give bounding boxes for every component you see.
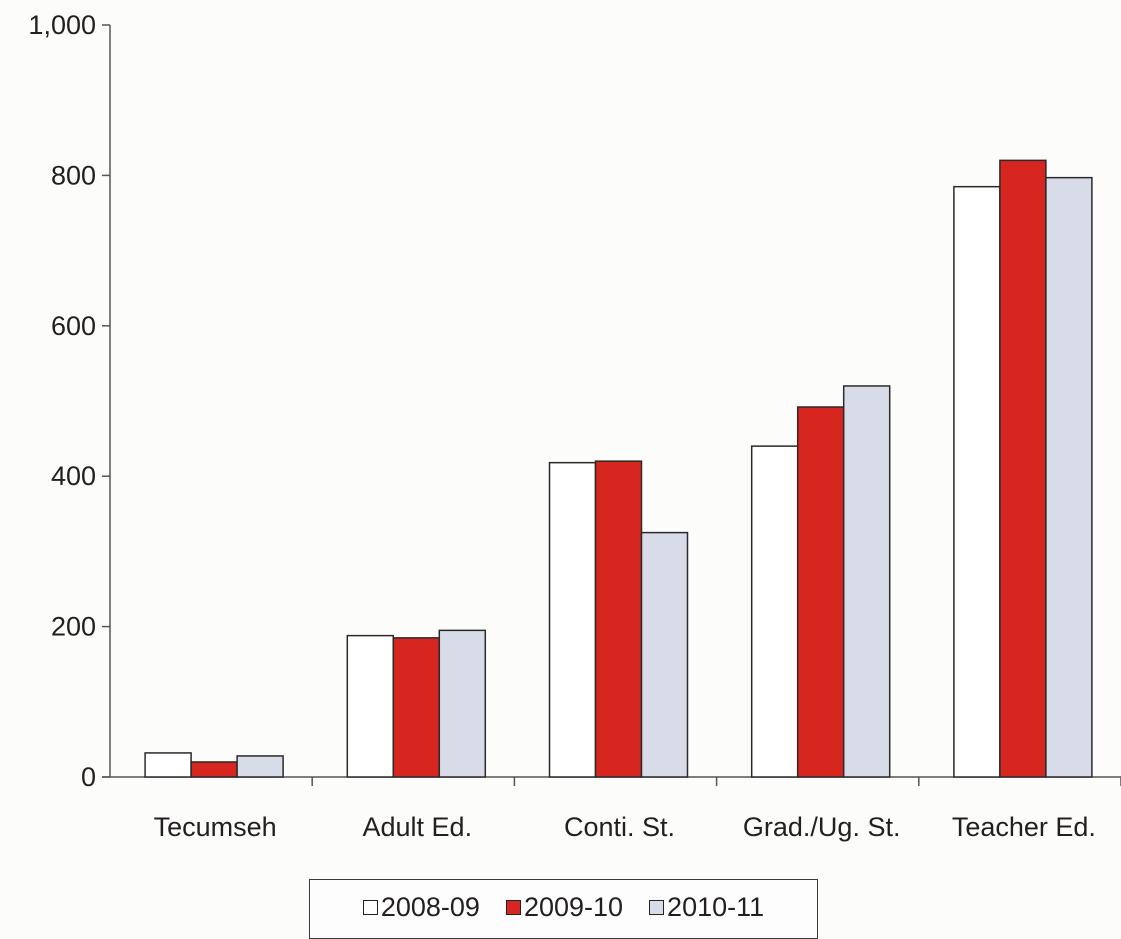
bar-2009-10-conti-st-: [594, 460, 643, 778]
legend-item-series-1: 2009-10: [505, 891, 624, 923]
bar-2009-10-tecumseh: [190, 761, 238, 778]
legend-item-series-0: 2008-09: [362, 891, 480, 923]
bar-2008-09-adult-ed-: [346, 634, 395, 778]
bar-2010-11-tecumseh: [236, 755, 284, 778]
axis-labels: 0 200 400 600 800 1,000 Tecumseh Adult Ed. Conti…: [28, 10, 1096, 842]
y-tick-label-1: 200: [51, 612, 96, 642]
bar-2010-11-adult-ed-: [438, 629, 487, 778]
bar-2008-09-conti-st-: [548, 461, 597, 778]
x-category-label-4: Teacher Ed.: [952, 812, 1096, 842]
legend: 2008-09 2009-10 2010-11: [309, 879, 818, 939]
bar-2010-11-teacher-ed-: [1045, 176, 1093, 778]
legend-label-series-0: 2008-09: [380, 891, 480, 922]
y-tick-label-5: 1,000: [28, 10, 96, 40]
bar-2008-09-tecumseh: [144, 752, 192, 778]
bar-chart-plot: 0 200 400 600 800 1,000 Tecumseh Adult Ed. Conti…: [28, 10, 1121, 842]
bar-2010-11-grad-ug-st-: [842, 385, 891, 778]
x-category-label-0: Tecumseh: [154, 812, 277, 842]
bar-2010-11-conti-st-: [640, 531, 689, 778]
legend-swatch-series-0: [362, 899, 378, 915]
bar-2009-10-grad-ug-st-: [796, 406, 845, 778]
bar-2008-09-grad-ug-st-: [750, 445, 799, 778]
x-category-label-1: Adult Ed.: [363, 812, 473, 842]
legend-swatch-series-2: [649, 899, 665, 915]
y-tick-label-3: 600: [51, 311, 96, 341]
y-tick-label-2: 400: [51, 461, 96, 491]
bars: [144, 159, 1093, 778]
legend-item-series-2: 2010-11: [649, 892, 764, 923]
legend-swatch-series-1: [505, 899, 521, 915]
y-tick-label-0: 0: [81, 762, 96, 792]
bar-2008-09-teacher-ed-: [953, 185, 1001, 778]
bar-2009-10-teacher-ed-: [999, 159, 1047, 778]
x-category-label-3: Grad./Ug. St.: [743, 812, 901, 842]
bar-2009-10-adult-ed-: [392, 637, 441, 778]
legend-label-series-2: 2010-11: [667, 891, 765, 922]
x-category-label-2: Conti. St.: [564, 812, 675, 842]
legend-label-series-1: 2009-10: [523, 891, 624, 922]
y-tick-label-4: 800: [51, 160, 96, 190]
